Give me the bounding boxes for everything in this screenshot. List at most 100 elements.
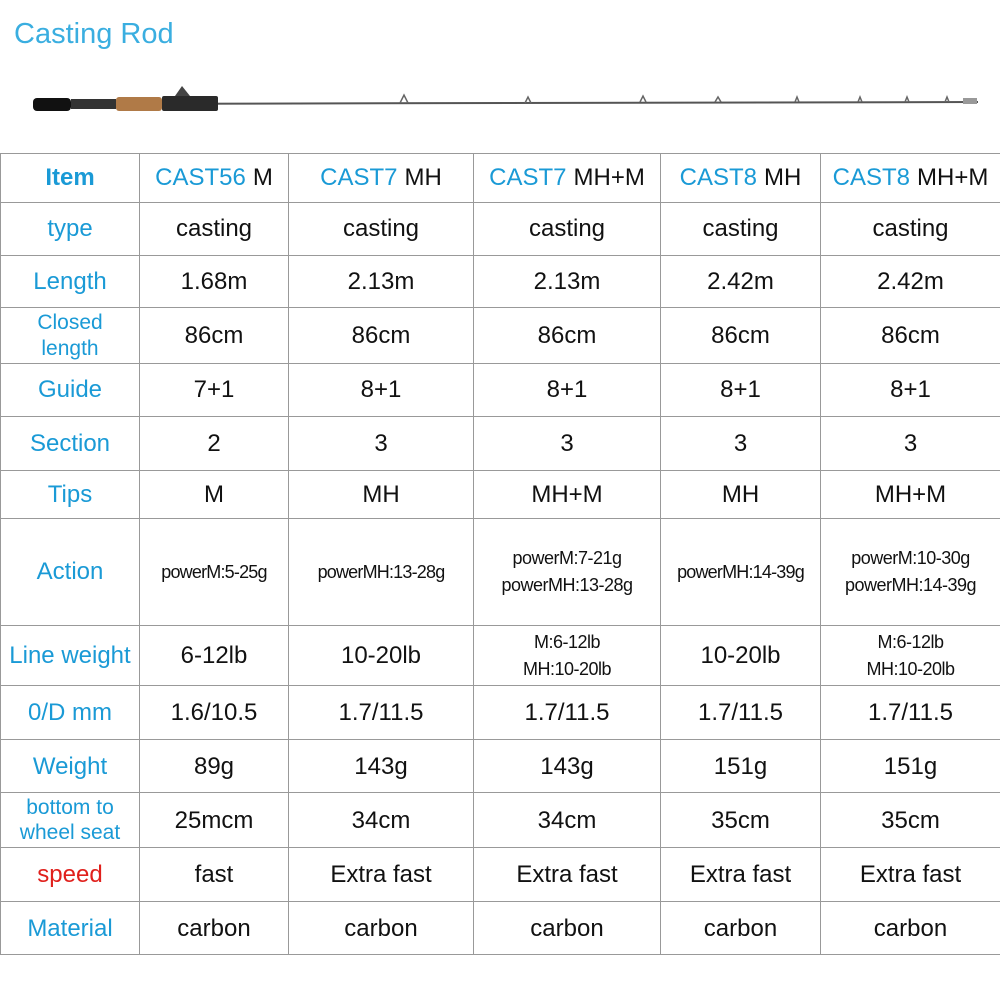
cell: 10-20lb: [660, 624, 821, 687]
cell: 10-20lb: [288, 624, 474, 687]
row-label: bottom to wheel seat: [0, 792, 140, 849]
cell: 1.7/11.5: [473, 685, 661, 741]
cell: carbon: [820, 901, 1000, 956]
cell: M: [139, 470, 289, 519]
cell: MH: [660, 470, 821, 519]
model: CAST8: [832, 164, 910, 192]
cell: 25mcm: [139, 792, 289, 849]
cell: 1.7/11.5: [288, 685, 474, 741]
row: Tips M MH MH+M MH MH+M: [0, 470, 1000, 519]
line: MH:10-20lb: [866, 658, 955, 679]
power: M: [252, 164, 273, 192]
line: powerMH:14-39g: [844, 575, 977, 595]
cell: 151g: [660, 739, 821, 794]
row-label: type: [0, 202, 140, 256]
row: 0/D mm 1.6/10.5 1.7/11.5 1.7/11.5 1.7/11.5 1.…: [0, 685, 1000, 741]
cell: 3: [820, 416, 1000, 471]
row-label: Weight: [0, 739, 140, 794]
cell: casting: [820, 202, 1000, 256]
row: speed fast Extra fast Extra fast Extra fast E…: [0, 847, 1000, 903]
cell: Extra fast: [820, 847, 1000, 903]
cell: 143g: [288, 739, 474, 794]
cell: 6-12lb: [139, 624, 289, 687]
cell: carbon: [660, 901, 821, 956]
line: M:6-12lb: [533, 632, 601, 652]
row: Line weight 6-12lb 10-20lb M:6-12lb MH:10-20…: [0, 624, 1000, 687]
row: bottom to wheel seat 25mcm 34cm 34cm 35cm 35cm: [0, 792, 1000, 849]
cell: 2.13m: [473, 255, 661, 308]
cell: 86cm: [139, 307, 289, 364]
cell: carbon: [288, 901, 474, 956]
rod-image: [33, 86, 979, 111]
row-label: speed: [0, 847, 140, 903]
cell: powerM:10-30g powerMH:14-39g: [820, 518, 1000, 626]
row: Material carbon carbon carbon carbon carbon: [0, 901, 1000, 956]
cell: 8+1: [820, 363, 1000, 417]
title: Casting Rod: [14, 18, 174, 50]
model: CAST7: [320, 164, 398, 192]
header-cell: CAST7 MH+M: [473, 153, 661, 203]
header-cell: CAST8 MH+M: [820, 153, 1000, 203]
cell: powerMH:13-28g: [288, 518, 474, 626]
header-row: Item CAST56 M CAST7 MH CAST7 MH+M CAST8 MH CAST8 M…: [0, 153, 1000, 203]
cell: 3: [288, 416, 474, 471]
line: powerM:10-30g: [851, 548, 970, 569]
row-label: Line weight: [0, 624, 140, 687]
row: Guide 7+1 8+1 8+1 8+1 8+1: [0, 363, 1000, 417]
power: MH+M: [573, 164, 645, 192]
cell: casting: [139, 202, 289, 256]
cell: 86cm: [820, 307, 1000, 364]
row-label: Length: [0, 255, 140, 308]
cell: 86cm: [660, 307, 821, 364]
cell: carbon: [139, 901, 289, 956]
header-label: Item: [0, 153, 140, 203]
cell: MH: [288, 470, 474, 519]
cell: Extra fast: [288, 847, 474, 903]
cell: 7+1: [139, 363, 289, 417]
model: CAST56: [155, 164, 246, 192]
row: type casting casting casting casting casting: [0, 202, 1000, 256]
row-label: Action: [0, 518, 140, 626]
cell: carbon: [473, 901, 661, 956]
row: Weight 89g 143g 143g 151g 151g: [0, 739, 1000, 794]
cell: 3: [660, 416, 821, 471]
line: length: [41, 336, 99, 360]
row-label: Material: [0, 901, 140, 956]
row: Section 2 3 3 3 3: [0, 416, 1000, 471]
cell: Extra fast: [473, 847, 661, 903]
cell: 1.7/11.5: [820, 685, 1000, 741]
cell: powerMH:14-39g: [660, 518, 821, 626]
cell: 2.13m: [288, 255, 474, 308]
row-label: Section: [0, 416, 140, 471]
cell: 8+1: [660, 363, 821, 417]
row-label: Closed length: [0, 307, 140, 364]
cell: 8+1: [473, 363, 661, 417]
cell: 2.42m: [820, 255, 1000, 308]
line: wheel seat: [19, 821, 121, 845]
cell: 1.68m: [139, 255, 289, 308]
power: MH: [404, 164, 442, 192]
cell: 86cm: [288, 307, 474, 364]
power: MH+M: [917, 164, 989, 192]
cell: M:6-12lb MH:10-20lb: [473, 624, 661, 687]
cell: 89g: [139, 739, 289, 794]
cell: 2.42m: [660, 255, 821, 308]
cell: casting: [473, 202, 661, 256]
line: MH:10-20lb: [522, 658, 612, 679]
cell: fast: [139, 847, 289, 903]
row: Closed length 86cm 86cm 86cm 86cm 86cm: [0, 307, 1000, 364]
cell: 1.7/11.5: [660, 685, 821, 741]
cell: casting: [288, 202, 474, 256]
cell: 143g: [473, 739, 661, 794]
cell: 35cm: [820, 792, 1000, 849]
cell: MH+M: [473, 470, 661, 519]
cell: 1.6/10.5: [139, 685, 289, 741]
cell: 35cm: [660, 792, 821, 849]
row: Length 1.68m 2.13m 2.13m 2.42m 2.42m: [0, 255, 1000, 308]
header-cell: CAST56 M: [139, 153, 289, 203]
header-cell: CAST8 MH: [660, 153, 821, 203]
cell: powerM:7-21g powerMH:13-28g: [473, 518, 661, 626]
line: powerM:7-21g: [512, 548, 622, 569]
cell: 8+1: [288, 363, 474, 417]
